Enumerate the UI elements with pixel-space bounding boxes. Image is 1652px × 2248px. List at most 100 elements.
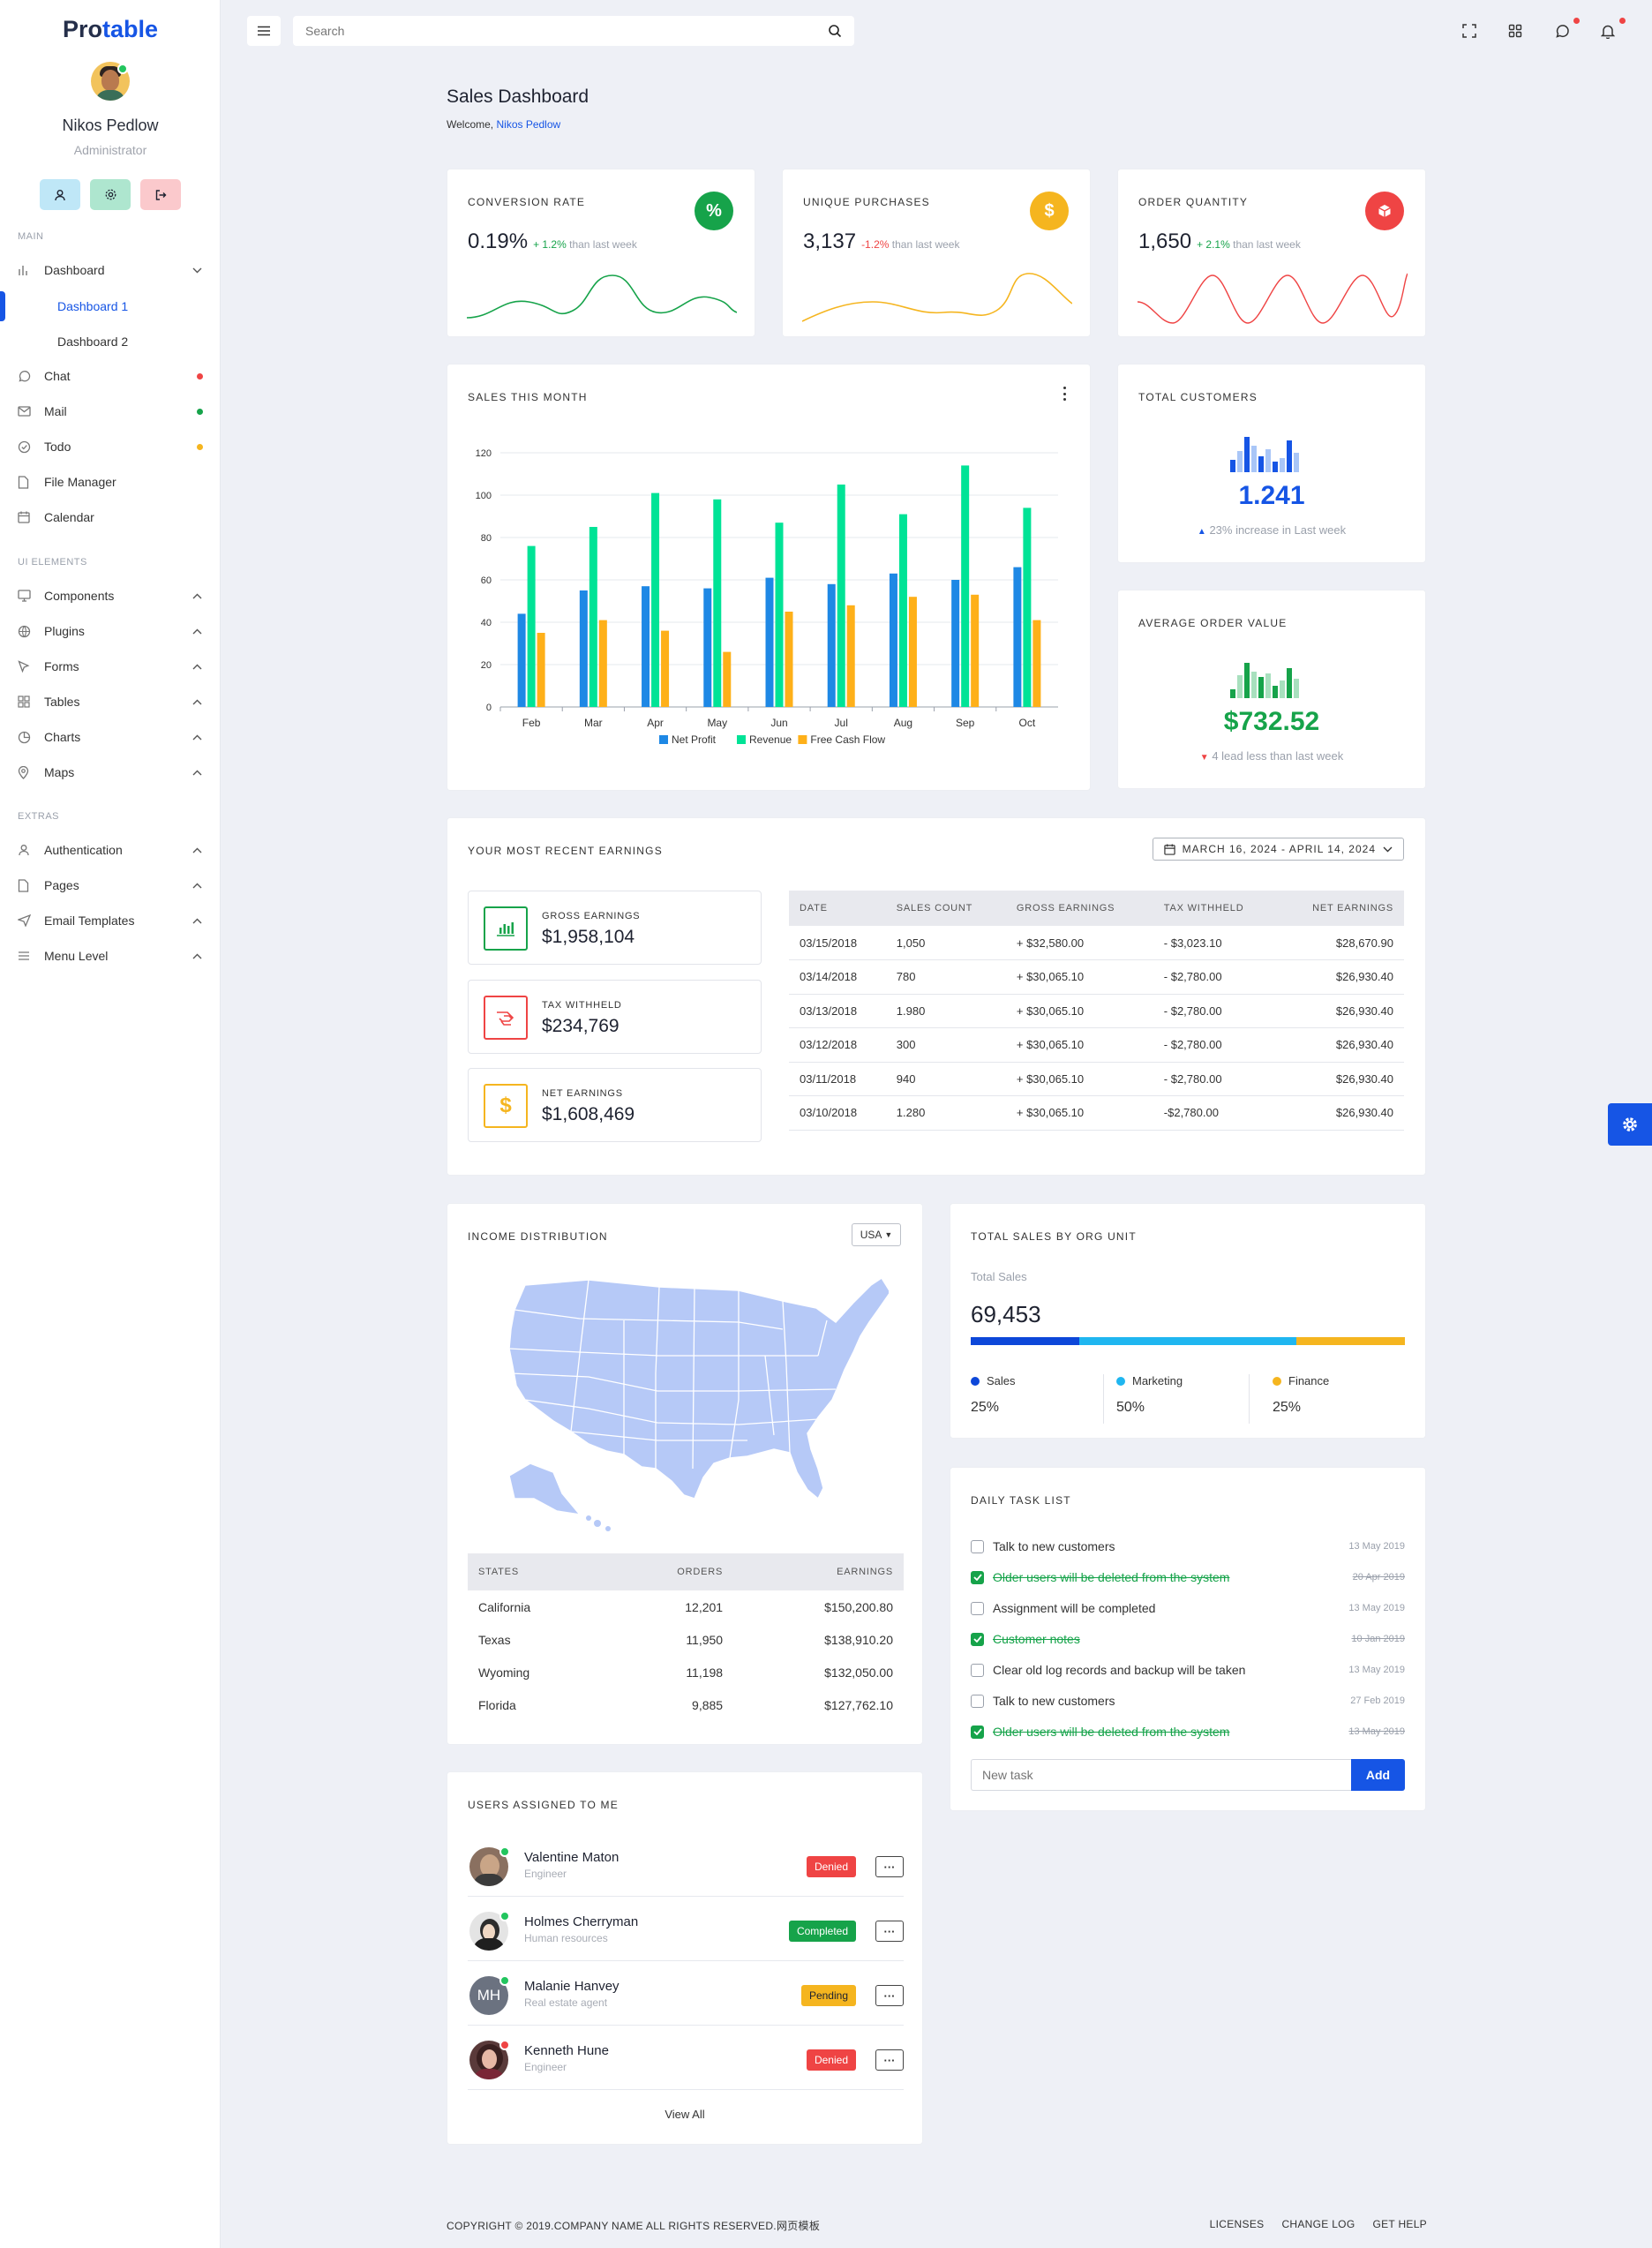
user-row[interactable]: Valentine Maton Engineer Denied ··· <box>468 1832 904 1897</box>
sidebar-item-mail[interactable]: Mail <box>18 398 203 425</box>
task-item[interactable]: Customer notes 10 Jan 2019 <box>971 1628 1405 1650</box>
chevron-down-icon <box>191 267 203 274</box>
column-header[interactable]: TAX WITHHELD <box>1153 891 1279 926</box>
sidebar-item-chat[interactable]: Chat <box>18 363 203 389</box>
task-item[interactable]: Clear old log records and backup will be… <box>971 1659 1405 1680</box>
task-checkbox[interactable] <box>971 1601 984 1615</box>
task-checkbox[interactable] <box>971 1663 984 1677</box>
column-header[interactable]: SALES COUNT <box>885 891 1006 926</box>
new-task-input[interactable] <box>971 1759 1351 1791</box>
table-cell: 03/13/2018 <box>789 994 886 1028</box>
sidebar-item-label: Maps <box>44 765 75 779</box>
more-options-button[interactable]: ··· <box>875 1985 904 2006</box>
column-header[interactable]: STATES <box>468 1553 607 1590</box>
table-row[interactable]: 03/12/2018 300 + $30,065.10- $2,780.00 $26,… <box>789 1027 1404 1063</box>
sidebar-item-menu-level[interactable]: Menu Level <box>18 943 203 969</box>
view-all-link[interactable]: View All <box>665 2108 705 2121</box>
sidebar-item-pages[interactable]: Pages <box>18 872 203 898</box>
sidebar-item-label: Email Templates <box>44 913 135 928</box>
search-icon[interactable] <box>828 24 842 38</box>
bell-icon[interactable] <box>1596 19 1619 42</box>
more-vertical-icon[interactable] <box>1060 387 1069 401</box>
column-header[interactable]: DATE <box>789 891 886 926</box>
menu-toggle-button[interactable] <box>247 16 281 46</box>
table-row[interactable]: 03/14/2018 780 + $30,065.10- $2,780.00 $26,… <box>789 959 1404 995</box>
average-order-card: AVERAGE ORDER VALUE $732.52 ▼ 4 lead les… <box>1117 590 1426 789</box>
settings-float-button[interactable] <box>1608 1103 1652 1146</box>
task-item[interactable]: Talk to new customers 27 Feb 2019 <box>971 1690 1405 1711</box>
bar-free-cash-flow <box>971 594 980 707</box>
sidebar-item-forms[interactable]: Forms <box>18 653 203 680</box>
sidebar-item-file-manager[interactable]: File Manager <box>18 469 203 495</box>
legend-dot <box>1273 1376 1281 1386</box>
brand-logo[interactable]: Protable <box>0 16 221 43</box>
apps-grid-icon[interactable] <box>1504 19 1527 42</box>
column-header[interactable]: ORDERS <box>606 1553 734 1590</box>
task-item[interactable]: Older users will be deleted from the sys… <box>971 1721 1405 1742</box>
more-options-button[interactable]: ··· <box>875 1856 904 1877</box>
table-row[interactable]: 03/11/2018 940 + $30,065.10- $2,780.00 $26,… <box>789 1062 1404 1096</box>
progress-segment-marketing <box>1079 1337 1296 1345</box>
task-checkbox[interactable] <box>971 1539 984 1553</box>
online-status-dot <box>499 1911 510 1921</box>
footer-link-get-help[interactable]: GET HELP <box>1372 2218 1427 2230</box>
more-options-button[interactable]: ··· <box>875 2049 904 2071</box>
logout-button[interactable] <box>140 179 181 210</box>
more-options-button[interactable]: ··· <box>875 1921 904 1942</box>
task-item[interactable]: Older users will be deleted from the sys… <box>971 1567 1405 1588</box>
nav-section-extras: EXTRAS <box>18 811 60 822</box>
table-row[interactable]: Wyoming 11,198 $132,050.00 <box>468 1656 904 1688</box>
task-item[interactable]: Assignment will be completed 13 May 2019 <box>971 1598 1405 1619</box>
country-dropdown[interactable]: USA ▼ <box>852 1223 901 1246</box>
table-cell: Texas <box>478 1632 511 1647</box>
task-item[interactable]: Talk to new customers 13 May 2019 <box>971 1536 1405 1557</box>
sidebar-item-charts[interactable]: Charts <box>18 724 203 750</box>
file-icon <box>18 475 44 489</box>
task-checkbox[interactable] <box>971 1632 984 1646</box>
table-row[interactable]: Florida 9,885 $127,762.10 <box>468 1688 904 1721</box>
column-header[interactable]: NET EARNINGS <box>1278 891 1404 926</box>
sales-bar-chart: 0 20 40 60 80 100 120 Feb Mar Apr May Jun Jul Aug Sep O… <box>476 448 1058 746</box>
sidebar-item-dashboard-1[interactable]: Dashboard 1 <box>57 299 129 313</box>
sidebar-item-maps[interactable]: Maps <box>18 759 203 786</box>
footer-link-licenses[interactable]: LICENSES <box>1209 2218 1265 2230</box>
profile-button[interactable] <box>40 179 80 210</box>
messages-icon[interactable] <box>1551 19 1573 42</box>
task-checkbox[interactable] <box>971 1725 984 1739</box>
task-checkbox[interactable] <box>971 1694 984 1708</box>
footer-link-change-log[interactable]: CHANGE LOG <box>1281 2218 1355 2230</box>
sidebar-item-tables[interactable]: Tables <box>18 688 203 715</box>
sidebar-item-dashboard-2[interactable]: Dashboard 2 <box>57 335 129 349</box>
add-task-button[interactable]: Add <box>1351 1759 1405 1791</box>
sidebar-item-calendar[interactable]: Calendar <box>18 504 203 530</box>
mini-bar-chart <box>1230 437 1299 472</box>
user-row[interactable]: Holmes Cherryman Human resources Complet… <box>468 1897 904 1961</box>
unit-name: Sales <box>987 1374 1016 1387</box>
sidebar-item-dashboard[interactable]: Dashboard <box>18 257 203 283</box>
search-input[interactable] <box>305 24 828 38</box>
table-row[interactable]: 03/10/2018 1.280 + $30,065.10 -$2,780.00 $26… <box>789 1095 1404 1131</box>
welcome-user-link[interactable]: Nikos Pedlow <box>496 118 561 131</box>
box-value: $1,608,469 <box>542 1104 635 1124</box>
user-role: Administrator <box>73 143 147 157</box>
y-tick-label: 80 <box>481 533 492 544</box>
settings-button[interactable] <box>90 179 131 210</box>
fullscreen-icon[interactable] <box>1458 19 1481 42</box>
column-header[interactable]: EARNINGS <box>733 1553 904 1590</box>
table-row[interactable]: Texas 11,950 $138,910.20 <box>468 1623 904 1656</box>
total-sales-value: 69,453 <box>971 1301 1041 1327</box>
welcome-text: Welcome, Nikos Pedlow <box>447 118 560 131</box>
sidebar-item-plugins[interactable]: Plugins <box>18 618 203 644</box>
table-row[interactable]: 03/15/2018 1,050 + $32,580.00- $3,023.10 $2… <box>789 926 1404 960</box>
user-row[interactable]: Kenneth Hune Engineer Denied ··· <box>468 2026 904 2090</box>
column-header[interactable]: GROSS EARNINGS <box>1005 891 1153 926</box>
sidebar-item-authentication[interactable]: Authentication <box>18 837 203 863</box>
date-range-picker[interactable]: MARCH 16, 2024 - APRIL 14, 2024 <box>1152 838 1404 861</box>
user-row[interactable]: MH Malanie Hanvey Real estate agent Pend… <box>468 1961 904 2026</box>
table-row[interactable]: California 12,201 $150,200.80 <box>468 1590 904 1623</box>
sidebar-item-todo[interactable]: Todo <box>18 433 203 460</box>
task-checkbox[interactable] <box>971 1570 984 1584</box>
sidebar-item-components[interactable]: Components <box>18 583 203 609</box>
sidebar-item-email-templates[interactable]: Email Templates <box>18 907 203 934</box>
table-row[interactable]: 03/13/2018 1.980 + $30,065.10- $2,780.00 $2… <box>789 994 1404 1028</box>
